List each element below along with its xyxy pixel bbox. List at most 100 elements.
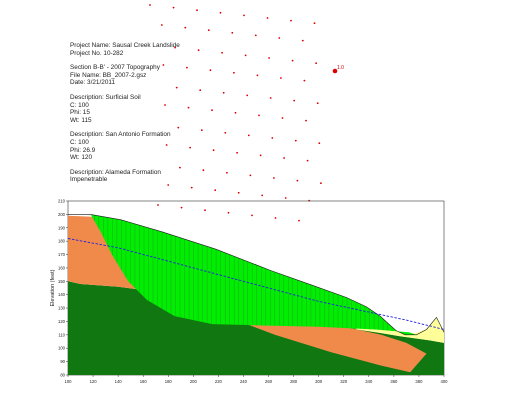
grid-point	[293, 99, 296, 102]
y-axis-ticks: 80 90 100 110 120 130 140 150 160 170 180 190 200 210	[58, 199, 68, 378]
grid-point	[222, 91, 225, 94]
grid-point	[306, 159, 309, 162]
grid-point	[301, 39, 304, 42]
grid-point	[199, 89, 202, 92]
x-tick-label: 140	[115, 379, 123, 384]
y-tick-label: 180	[58, 239, 66, 244]
grid-point	[315, 62, 317, 65]
y-tick-label: 160	[58, 265, 66, 270]
grid-point	[246, 94, 249, 97]
grid-point	[318, 142, 321, 145]
project-name: Project Name: Sausal Creek Landslide	[70, 42, 180, 49]
grid-point	[274, 217, 277, 219]
x-tick-label: 400	[441, 379, 449, 384]
grid-point	[236, 151, 239, 154]
grid-point	[221, 51, 224, 54]
san-antonio-formation-layer	[68, 215, 427, 373]
y-tick-label: 80	[60, 373, 65, 378]
grid-point	[261, 194, 264, 197]
grid-point	[204, 209, 206, 212]
surficial-soil-sliding-mass	[90, 214, 417, 335]
project-number: Project No. 10-282	[70, 49, 124, 57]
grid-point	[190, 186, 193, 189]
soil1-cohesion: C: 100	[70, 101, 89, 109]
grid-point	[187, 106, 190, 109]
grid-point	[269, 97, 272, 99]
grid-point	[303, 79, 306, 82]
grid-point	[231, 31, 234, 34]
soil3-note: Impenetrable	[70, 176, 108, 184]
grid-point	[179, 166, 181, 169]
grid-point	[237, 191, 240, 194]
soil2-description: Description: San Antonio Formation	[70, 131, 171, 139]
x-tick-label: 120	[90, 379, 98, 384]
soil1-weight: Wt: 115	[70, 116, 92, 124]
grid-point	[234, 111, 237, 114]
grid-point	[172, 6, 175, 9]
grid-point	[268, 57, 270, 59]
grid-point	[197, 49, 200, 52]
grid-point	[207, 29, 210, 32]
grid-point	[305, 119, 307, 122]
grid-point	[247, 134, 250, 137]
grid-point	[290, 19, 292, 22]
grid-point	[233, 71, 235, 74]
grid-point	[271, 137, 274, 139]
critical-center-point	[332, 68, 338, 74]
y-tick-label: 200	[58, 212, 66, 217]
y-tick-label: 190	[58, 225, 66, 230]
grid-point	[280, 77, 282, 79]
grid-point	[157, 204, 159, 206]
grid-point	[296, 179, 299, 182]
x-tick-label: 360	[390, 379, 398, 384]
soil2-weight: Wt: 120	[70, 154, 93, 162]
grid-point	[211, 109, 213, 112]
grid-point	[226, 171, 228, 174]
grid-point	[184, 26, 187, 29]
grid-point	[214, 189, 217, 192]
grid-point	[259, 154, 262, 157]
y-tick-label: 210	[58, 199, 66, 204]
y-tick-label: 120	[58, 319, 66, 324]
y-tick-label: 110	[58, 332, 65, 337]
x-axis-ticks: 100 120 140 160 180 200 220 240 260 280 300 320 340 3…	[65, 375, 449, 384]
section-name: Section B-B' - 2007 Topography	[70, 64, 160, 72]
grid-point	[291, 59, 294, 62]
cross-section-layers	[67, 214, 445, 375]
y-tick-label: 90	[60, 359, 65, 364]
date: Date: 3/21/2011	[70, 79, 116, 87]
y-tick-label: 140	[58, 292, 66, 297]
grid-point	[174, 46, 177, 49]
soil2-cohesion: C: 100	[70, 138, 89, 146]
grid-point	[202, 169, 205, 172]
grid-point	[313, 22, 316, 25]
grid-point	[186, 66, 188, 69]
grid-point	[160, 24, 163, 26]
x-tick-label: 280	[290, 379, 298, 384]
soil1-phi: Phi: 15	[70, 109, 90, 117]
grid-point	[149, 4, 151, 6]
x-tick-label: 100	[65, 379, 73, 384]
slip-center-grid	[149, 4, 322, 222]
y-tick-label: 130	[58, 306, 66, 311]
x-tick-label: 340	[365, 379, 373, 384]
grid-point	[316, 102, 319, 105]
grid-point	[278, 37, 281, 39]
grid-point	[209, 69, 212, 72]
grid-point	[266, 17, 269, 19]
grid-point	[273, 177, 275, 179]
x-tick-label: 260	[265, 379, 273, 384]
y-tick-label: 150	[58, 279, 66, 284]
grid-point	[200, 129, 203, 132]
grid-point	[294, 139, 297, 142]
grid-point	[212, 149, 215, 152]
grid-point	[254, 34, 257, 37]
ground-surface-line	[68, 214, 445, 336]
grid-point	[167, 184, 170, 186]
critical-factor-label: 1.0	[337, 65, 344, 71]
y-tick-label: 170	[58, 252, 66, 257]
x-tick-label: 200	[190, 379, 198, 384]
grid-point	[251, 214, 253, 217]
grid-point	[281, 117, 284, 119]
